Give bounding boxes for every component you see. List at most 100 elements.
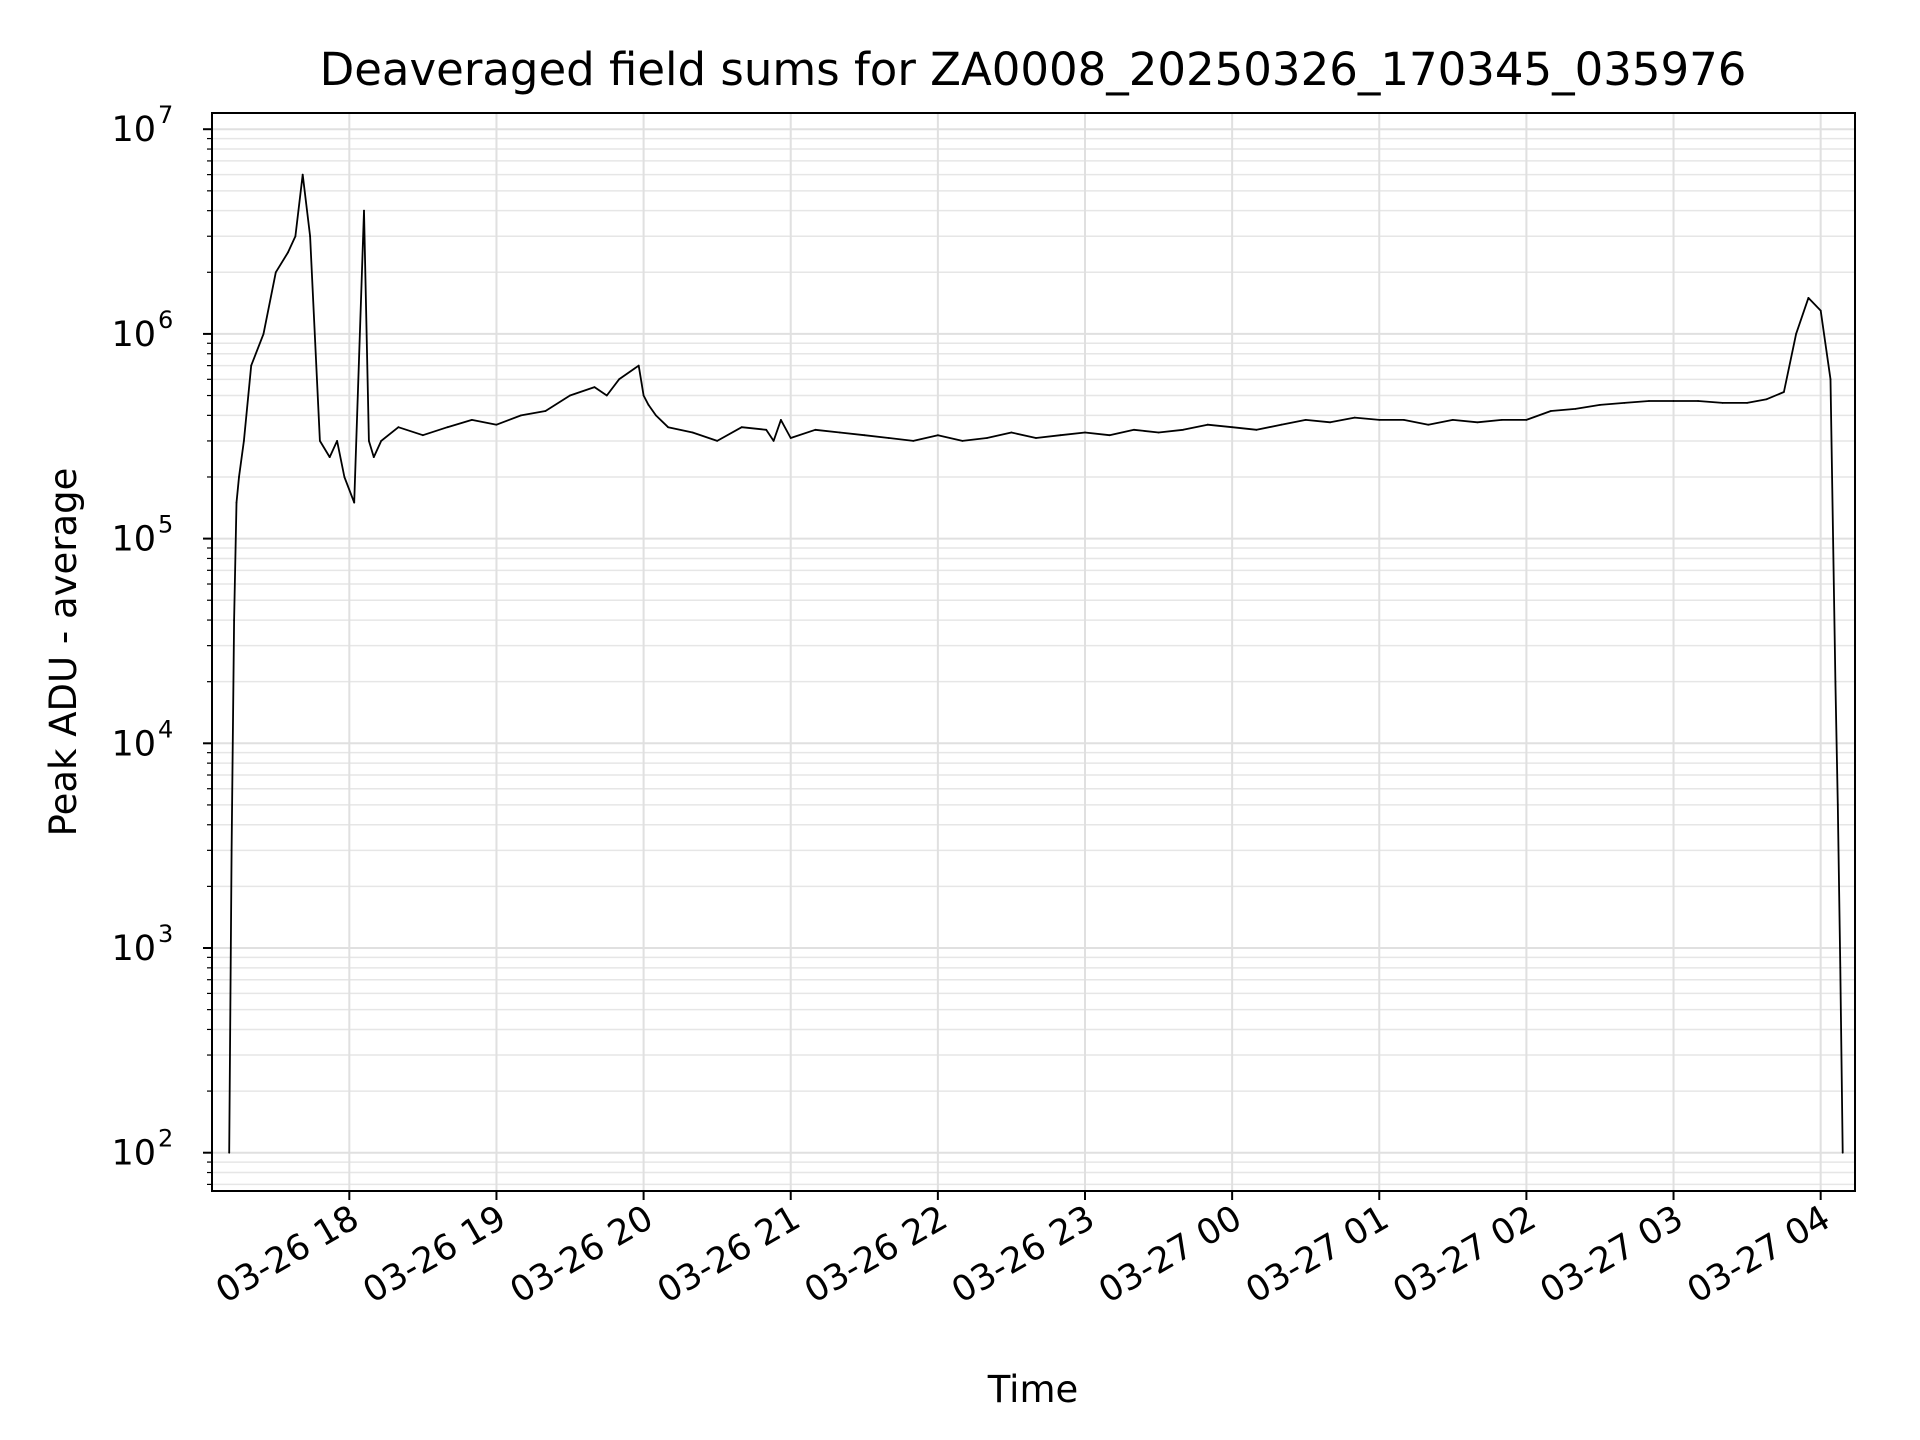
series-point [1059,434,1062,437]
series-point [1839,966,1842,969]
series-point [1378,419,1381,421]
series-point [1829,378,1832,381]
series-point [1182,428,1184,431]
series-point [471,419,473,421]
series-point [642,394,645,397]
series-point [238,476,240,478]
series-point [230,849,233,852]
y-tick-exponent: 6 [158,306,173,334]
series-point [1231,426,1233,429]
series-point [1133,428,1135,431]
series-point [647,404,650,406]
series-point [789,437,792,439]
y-tick-label: 10 [111,724,156,764]
series-point [691,431,694,434]
series-point [1525,419,1528,421]
series-point [986,437,988,439]
series-point [301,173,304,176]
series-point [422,434,424,437]
series-point [1672,400,1675,402]
series-point [380,440,383,442]
series-point [368,440,370,442]
series-point [912,440,915,442]
series-point [863,434,866,437]
series-point [294,235,297,238]
series-point [353,501,356,504]
series-point [1574,408,1577,410]
series-point [1648,400,1650,402]
minor-gridlines [212,137,1855,1186]
series-point [1721,402,1724,404]
y-tick-label: 10 [111,1134,156,1174]
y-tick-exponent: 5 [158,511,173,539]
y-tick-exponent: 4 [158,715,173,743]
series-point [262,333,265,335]
series-point [961,440,964,442]
series-point [1402,419,1405,421]
series-point [1427,423,1430,426]
series-point [1783,391,1785,393]
series-point [319,440,321,442]
series-point [228,1151,231,1154]
major-gridlines [212,113,1855,1191]
y-tick-label: 10 [111,929,156,969]
series-point [1623,402,1626,404]
series-point [887,437,890,439]
y-tick-exponent: 7 [158,101,173,129]
series-point [243,440,245,442]
series-point [1807,297,1810,299]
y-axis-label: Peak ADU - average [42,468,85,837]
series-point [740,426,743,429]
plot-frame [211,112,1856,1192]
series-point [1451,419,1454,421]
x-axis-label: Time [987,1368,1079,1411]
series-point [569,394,571,397]
series-point [765,428,768,431]
series-point [1206,423,1209,426]
series-point [372,456,375,458]
series-point [287,251,289,254]
series-point [274,271,277,274]
series-point [1035,437,1037,439]
series-point [637,364,640,367]
series-point [1353,416,1356,419]
series-point [1010,431,1013,434]
series-point [667,426,669,429]
series-point [655,414,657,417]
series-point [772,440,775,442]
series-point [1280,423,1283,426]
series-point [780,419,782,421]
series-point [1550,410,1552,412]
series-point [328,456,331,458]
series-point [814,428,817,431]
series-point [1834,680,1837,683]
series-point [1329,421,1332,424]
series-point [233,619,236,621]
series-point [1304,419,1307,421]
series-point [309,235,311,238]
series-layer [228,173,1844,1154]
y-tick-label: 10 [111,520,156,560]
series-point [520,414,522,417]
series-point [1697,400,1699,402]
series-point [1836,804,1839,806]
series-point [1765,398,1768,401]
series-point [343,476,346,478]
series-point [838,431,841,434]
series-point [716,440,719,442]
series-point [1157,431,1160,434]
series-line [228,173,1844,1153]
series-point [235,501,238,504]
series-point [1108,434,1111,437]
series-point [593,386,596,388]
series-point [446,426,449,429]
series-point [1255,428,1258,431]
series-point [544,410,547,412]
chart-title: Deaveraged field sums for ZA0008_2025032… [320,43,1747,96]
series-point [618,378,620,381]
series-point [363,209,365,212]
series-point [1599,404,1601,406]
